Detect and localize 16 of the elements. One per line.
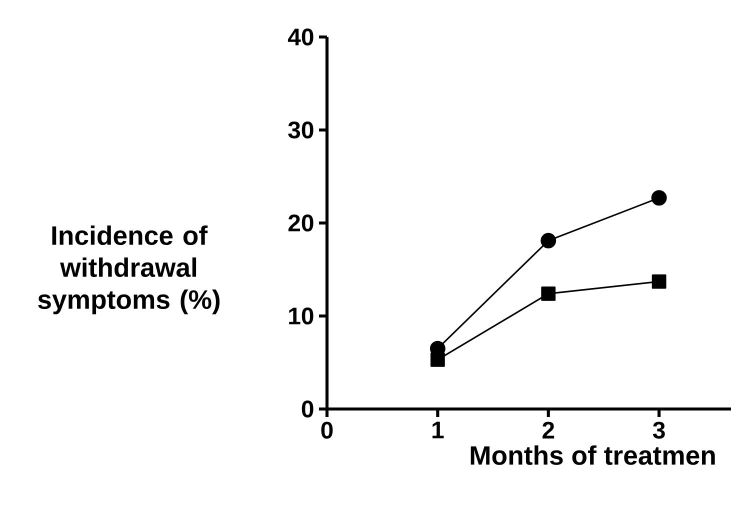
y-axis-title: Incidence of withdrawal symptoms (%)	[38, 225, 220, 314]
point	[430, 352, 445, 367]
y-tick-label: 0	[302, 400, 314, 418]
x-tick-label: 2	[542, 422, 554, 438]
y-tick-label: 10	[289, 307, 314, 324]
x-tick-label: 0	[321, 422, 333, 439]
x-tick-label: 1	[432, 422, 444, 438]
point	[652, 274, 666, 289]
point	[540, 232, 556, 248]
x-tick-label: 3	[652, 422, 665, 439]
y-tick-label: 30	[288, 121, 314, 139]
y-tick-label: 20	[288, 214, 314, 232]
point	[541, 286, 556, 301]
x-axis-title: Months of treatmen	[470, 445, 715, 465]
y-tick-label: 40	[288, 28, 314, 46]
point	[651, 190, 667, 206]
